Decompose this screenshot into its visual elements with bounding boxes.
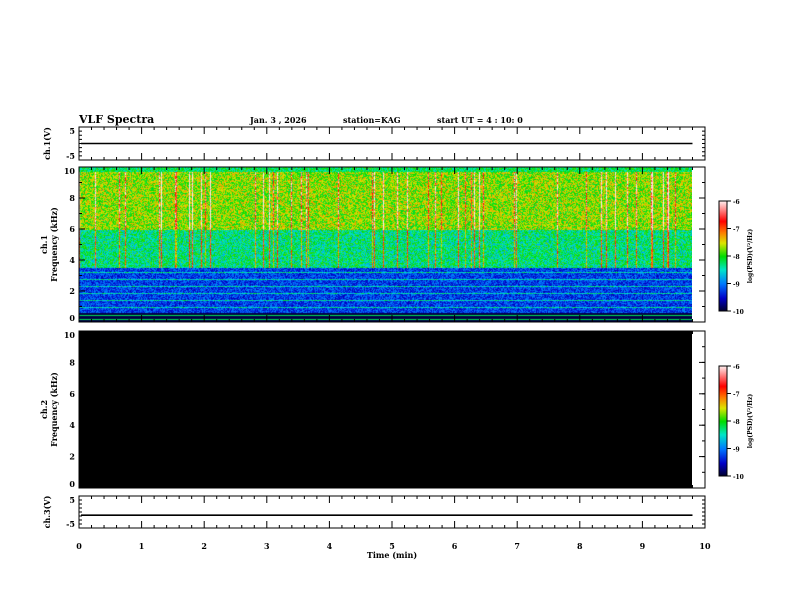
- colorbar-ch2: [719, 366, 727, 476]
- y-tick-label: 6: [69, 224, 75, 234]
- colorbar-frame: [718, 200, 728, 312]
- date-label: Jan. 3 , 2026: [249, 115, 307, 125]
- ch1-spectrogram: [79, 167, 692, 322]
- x-tick-label: 3: [264, 541, 270, 551]
- x-tick-label: 2: [201, 541, 207, 551]
- y-tick-label: 8: [69, 193, 75, 203]
- colorbar-tick-label: -9: [733, 282, 740, 289]
- y-tick-label: 2: [69, 452, 75, 462]
- y-axis-label-ch2-spec: ch.2Frequency (kHz): [39, 372, 59, 447]
- y-tick-label: 8: [69, 357, 75, 367]
- y-tick-label: 10: [64, 166, 76, 176]
- y-axis-label-ch1-spec: ch.1Frequency (kHz): [39, 207, 59, 282]
- x-tick-label: 6: [452, 541, 458, 551]
- colorbar-tick-label: -7: [733, 392, 740, 399]
- colorbar-tick-label: -6: [733, 364, 740, 371]
- colorbar-tick-label: -7: [733, 227, 740, 234]
- x-tick-label: 9: [640, 541, 646, 551]
- y-tick-label: 10: [64, 330, 76, 340]
- y-tick-label: 0: [69, 479, 75, 489]
- figure-title: VLF Spectra: [78, 113, 154, 126]
- start-time-label: start UT = 4 : 10: 0: [437, 115, 523, 125]
- y-axis-label-ch3-wave: ch.3(V): [42, 495, 52, 528]
- panel-frame-ch1-spec: [78, 166, 706, 323]
- ch2-spectrogram: [79, 331, 692, 488]
- colorbar-tick-label: -8: [733, 254, 740, 261]
- colorbar-label: log(PSD)(V²/Hz): [747, 229, 754, 284]
- y-tick-label: 4: [69, 255, 75, 265]
- x-tick-label: 8: [577, 541, 583, 551]
- x-tick-label: 7: [514, 541, 520, 551]
- x-tick-label: 10: [699, 541, 711, 551]
- y-tick-label: 4: [69, 420, 75, 430]
- x-axis-label: Time (min): [367, 550, 417, 560]
- colorbar-tick-label: -10: [733, 309, 744, 316]
- colorbar-label: log(PSD)(V²/Hz): [747, 394, 754, 449]
- x-tick-label: 0: [76, 541, 82, 551]
- colorbar-tick-label: -8: [733, 419, 740, 426]
- y-tick-label: -5: [66, 519, 75, 529]
- colorbar-ch1: [719, 201, 727, 311]
- colorbar-tick-label: -10: [733, 474, 744, 481]
- colorbar-frame: [718, 365, 728, 477]
- y-tick-label: 2: [69, 286, 75, 296]
- y-tick-label: 0: [69, 313, 75, 323]
- x-tick-label: 5: [389, 541, 395, 551]
- station-label: station=KAG: [343, 115, 401, 125]
- y-tick-label: -5: [66, 151, 75, 161]
- y-tick-label: 5: [69, 126, 75, 136]
- x-tick-label: 4: [327, 541, 333, 551]
- colorbar-tick-label: -9: [733, 447, 740, 454]
- x-tick-label: 1: [139, 541, 145, 551]
- colorbar-tick-label: -6: [733, 199, 740, 206]
- y-tick-label: 5: [69, 495, 75, 505]
- y-tick-label: 6: [69, 389, 75, 399]
- y-axis-label-ch1-wave: ch.1(V): [42, 127, 52, 160]
